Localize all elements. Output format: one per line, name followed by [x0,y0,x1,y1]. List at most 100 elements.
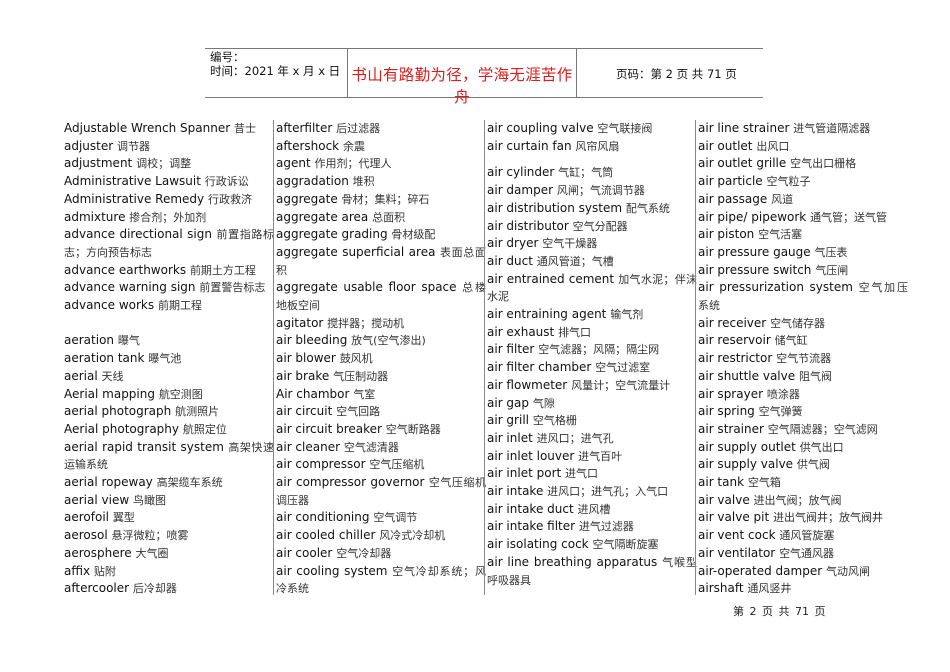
entry-term: air exhaust [487,324,555,339]
glossary-entry: air piston 空气活塞 [698,226,908,244]
entry-term: aggregate usable floor space [276,280,457,295]
entry-translation: 进气管道隔滤器 [793,122,871,135]
entry-translation: 后冷却器 [132,582,177,596]
header-divider [576,48,577,97]
entry-term: air distributor [487,218,569,233]
glossary-entry: agitator 搅拌器；搅动机 [276,315,486,333]
entry-translation: 高架缆车系统 [156,476,223,490]
entry-translation: 航测照片 [175,405,220,419]
entry-translation: 输气剂 [610,308,644,322]
column-divider [695,120,696,595]
glossary-entry: air tank 空气箱 [698,474,908,492]
glossary-entry: air valve pit 进出气阀井；放气阀井 [698,509,908,527]
entry-term: air blower [276,351,336,366]
entry-translation: 通风管道；气槽 [536,254,614,268]
header-motto: 书山有路勤为径，学海无涯苦作舟 [351,66,573,106]
glossary-entry: air circuit breaker 空气断路器 [276,421,486,439]
glossary-column-2: afterfilter 后过滤器 aftershock 余震 agent 作用剂；代… [276,120,486,598]
entry-translation: 空气格栅 [532,414,577,428]
glossary-entry: aerosphere 大气圈 [64,545,274,563]
entry-translation: 搅拌器；搅动机 [327,316,405,330]
glossary-entry: air conditioning 空气调节 [276,509,486,527]
entry-term: air grill [487,413,529,428]
entry-term: aerosphere [64,545,132,560]
entry-translation: 气压闸 [815,263,849,277]
entry-translation: 进出气阀井；放气阀井 [773,511,884,525]
glossary-entry: air dryer 空气干燥器 [487,235,697,253]
entry-term: agitator [276,315,324,330]
glossary-entry: air filter chamber 空气过滤室 [487,359,697,377]
entry-translation: 气室 [353,387,376,401]
glossary-column-4: air line strainer 进气管道隔滤器 air outlet 出风口 a… [698,120,908,598]
entry-translation: 前置警告标志 [199,281,266,295]
entry-term: air cooler [276,545,333,560]
entry-term: air pipe/ pipework [698,209,807,224]
glossary-entry: air cooling system 空气冷却系统；风冷系统 [276,563,486,598]
glossary-entry: affix 贴附 [64,563,274,581]
entry-term: air reservoir [698,333,771,348]
entry-term: air passage [698,191,768,206]
entry-term: air cleaner [276,439,341,454]
glossary-entry: air pressurization system 空气加压系统 [698,279,908,314]
entry-translation: 空气隔断旋塞 [592,538,659,552]
entry-term: aerial [64,368,98,383]
entry-term: air outlet [698,138,753,153]
entry-term: air entrained cement [487,271,615,286]
entry-translation: 阻气阀 [798,369,832,383]
entry-translation: 排气口 [558,325,592,339]
entry-term: aerosol [64,528,108,543]
entry-translation: 通风管旋塞 [779,529,835,543]
glossary-entry: Administrative Lawsuit 行政诉讼 [64,173,274,191]
entry-term: aftercooler [64,581,130,596]
glossary-entry: air particle 空气粒子 [698,173,908,191]
glossary-entry: air reservoir 储气缸 [698,332,908,350]
glossary-entry: air supply valve 供气阀 [698,456,908,474]
entry-term: air inlet port [487,466,562,481]
entry-translation: 行政救济 [207,192,252,206]
glossary-entry: afterfilter 后过滤器 [276,120,486,138]
glossary-entry: air curtain fan 风帘风扇 [487,138,697,156]
entry-translation: 储气缸 [774,334,808,348]
entry-translation: 风道 [771,192,794,206]
entry-translation: 气压制动器 [333,369,389,383]
glossary-entry: aerial photograph 航测照片 [64,403,274,421]
entry-translation: 掺合剂；外加剂 [129,210,207,224]
header-divider [347,48,348,97]
entry-term: aerial rapid transit system [64,439,224,454]
glossary-entry: air outlet 出风口 [698,138,908,156]
entry-translation: 空气活塞 [758,228,803,242]
entry-term: affix [64,563,91,578]
glossary-entry: Administrative Remedy 行政救济 [64,191,274,209]
glossary-entry: adjustment 调校；调整 [64,155,274,173]
glossary-entry: Adjustable Wrench Spanner 昔士 [64,120,274,138]
entry-term: air restrictor [698,351,773,366]
glossary-entry: air pipe/ pipework 通气管；送气管 [698,209,908,227]
document-time-label: 时间：2021 年 x 月 x 日 [210,64,341,78]
entry-translation: 进风槽 [577,502,611,516]
entry-translation: 高架快速运输系统 [64,440,274,472]
entry-term: air ventilator [698,545,776,560]
entry-translation: 加气水泥；伴沫水泥 [487,272,697,304]
glossary-entry: air flowmeter 风量计；空气流量计 [487,377,697,395]
entry-translation: 空气隔滤器；空气滤网 [767,422,878,436]
entry-term: adjustment [64,156,133,171]
entry-term: air strainer [698,421,764,436]
header-bottom-rule [205,97,763,98]
entry-translation: 空气加压系统 [698,281,908,313]
entry-term: air curtain fan [487,138,572,153]
glossary-entry: air passage 风道 [698,191,908,209]
glossary-entry: aggregate area 总面积 [276,209,486,227]
entry-translation: 余震 [342,139,365,153]
entry-term: Adjustable Wrench Spanner [64,121,231,135]
glossary-entry: air receiver 空气储存器 [698,315,908,333]
glossary-entry: air distribution system 配气系统 [487,200,697,218]
glossary-entry: advance directional sign 前置指路标志；方向预告标志 [64,226,274,261]
entry-translation: 前期工程 [157,299,202,313]
entry-translation: 空气过滤室 [595,361,651,375]
glossary-entry: airshaft 通风竖井 [698,580,908,598]
entry-translation: 供气出口 [799,440,844,454]
entry-term: air pressure gauge [698,244,811,259]
entry-term: admixture [64,209,126,224]
entry-term: aftershock [276,138,340,153]
glossary-entry: air entraining agent 输气剂 [487,306,697,324]
